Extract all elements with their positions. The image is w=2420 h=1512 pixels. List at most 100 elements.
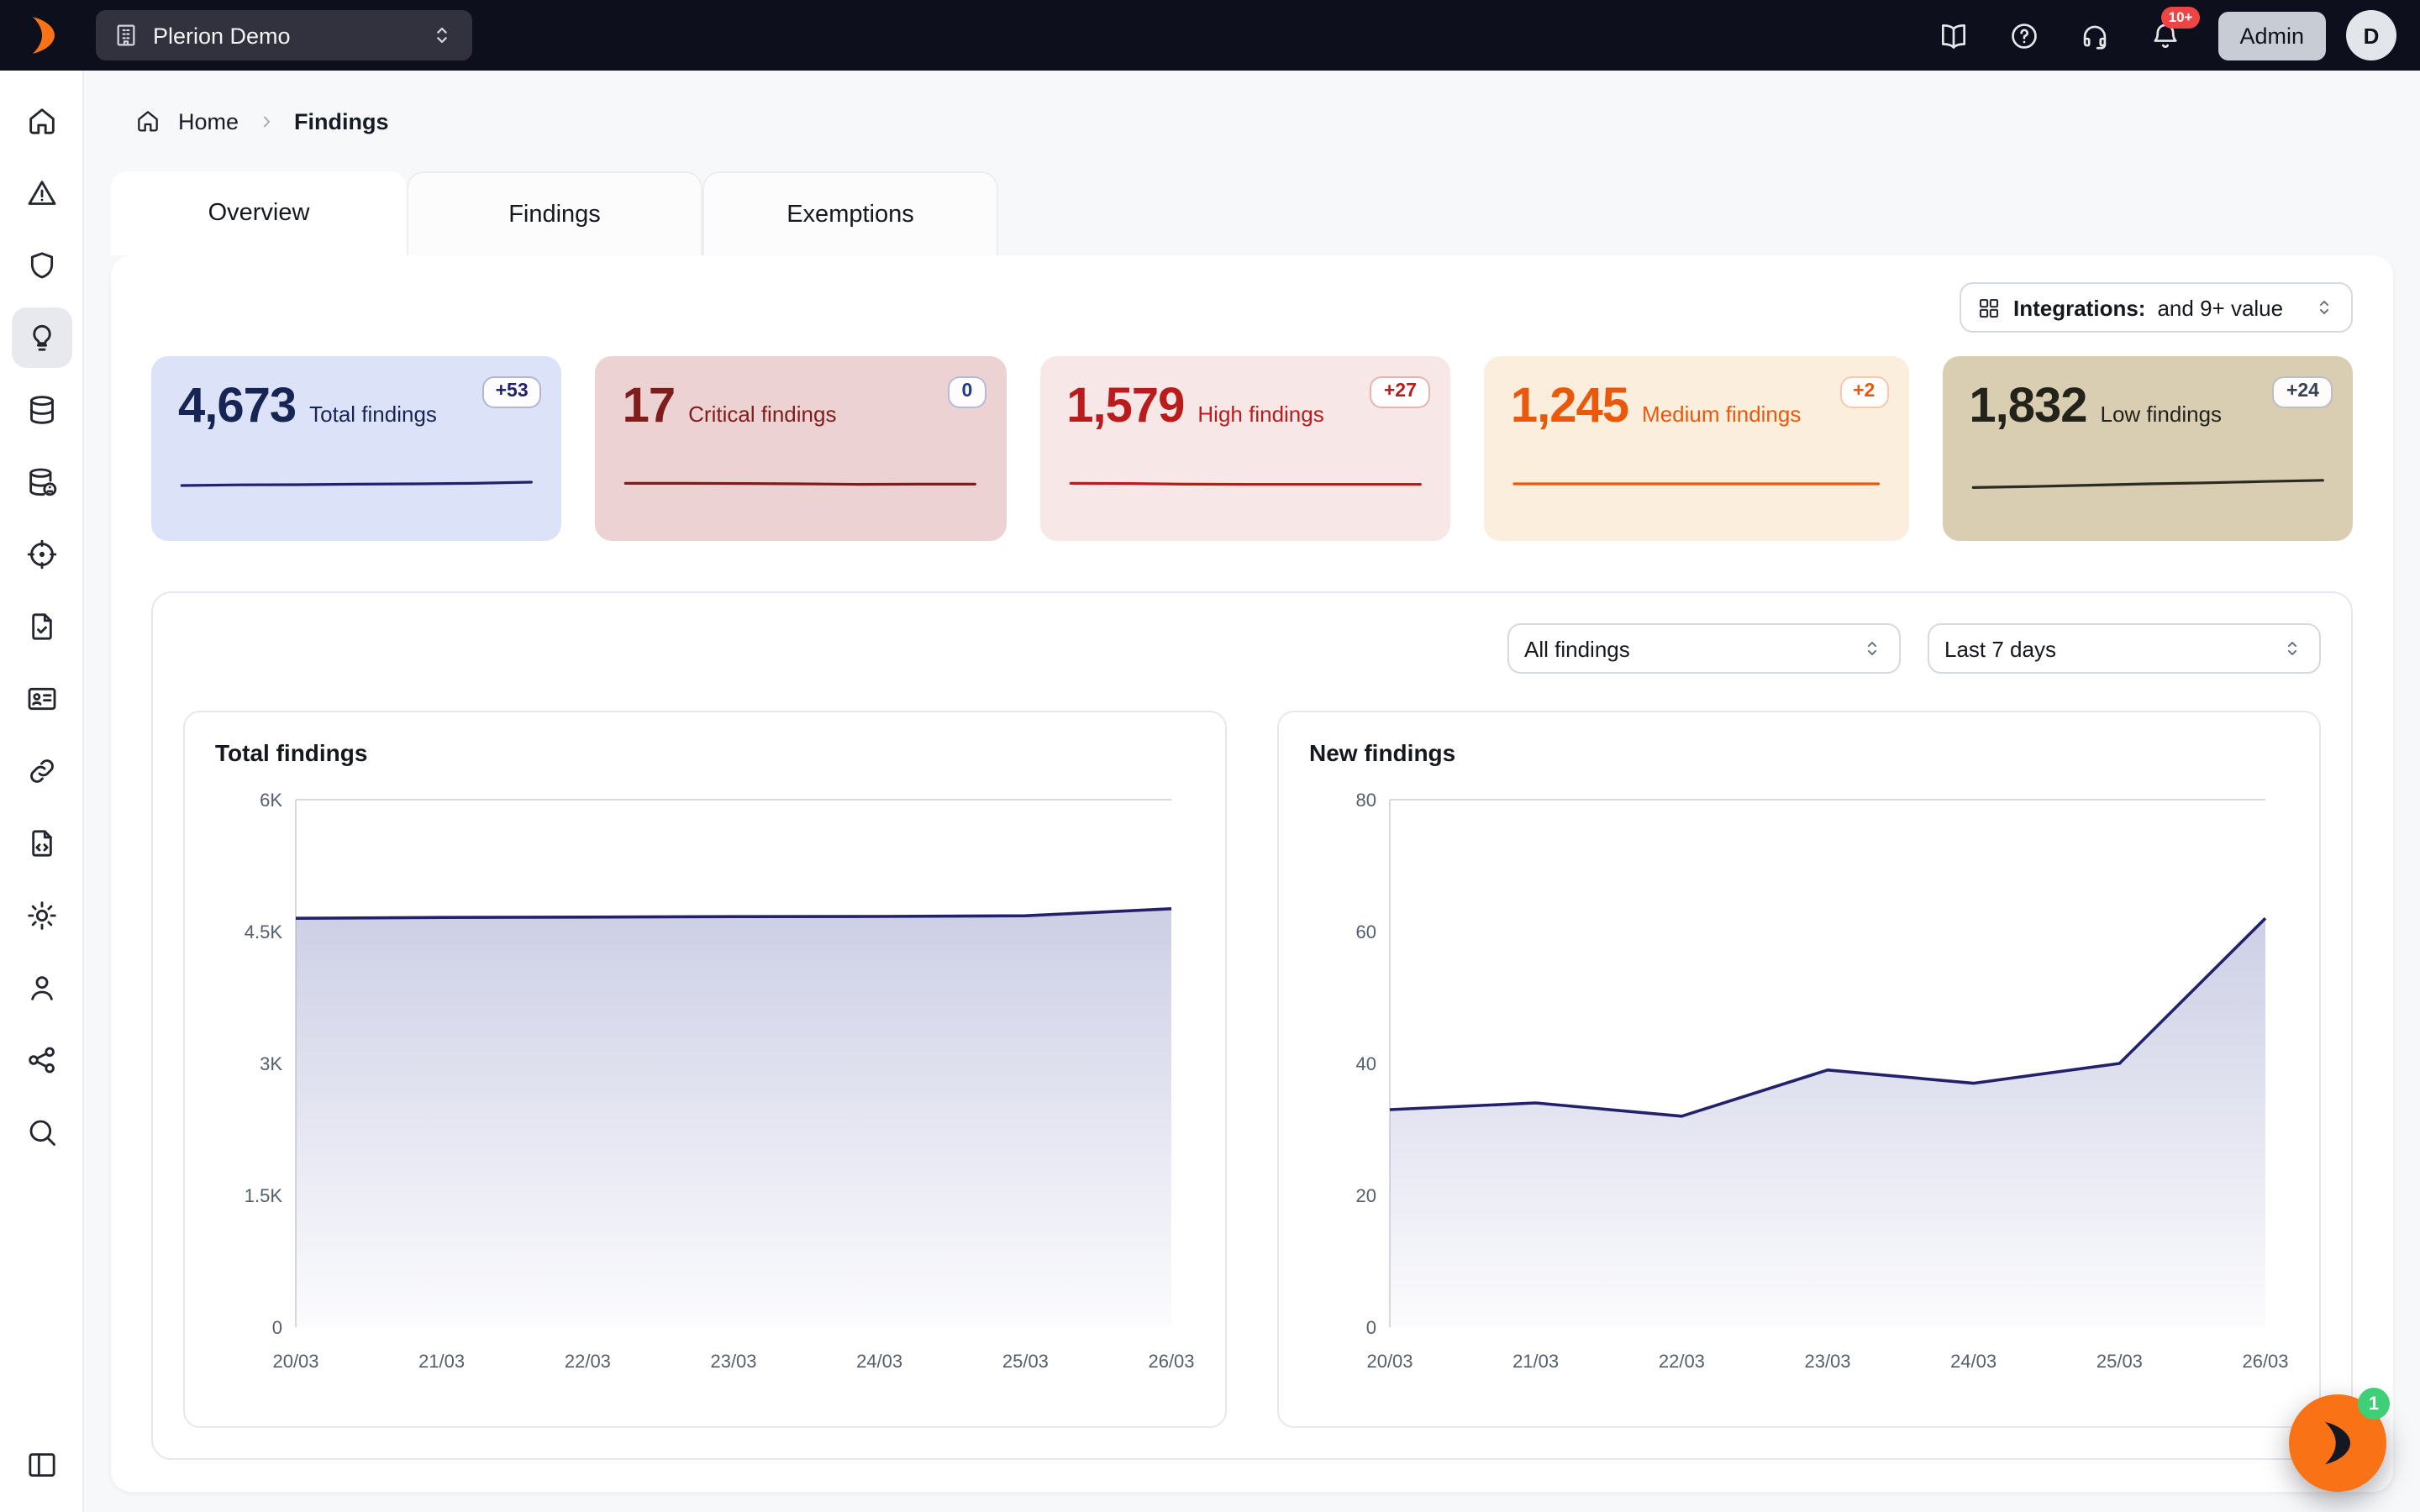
svg-text:40: 40 [1356, 1053, 1376, 1074]
stat-label: High findings [1197, 402, 1323, 427]
stat-card-3[interactable]: 1,245Medium findings+2 [1484, 356, 1908, 541]
svg-text:21/03: 21/03 [418, 1351, 465, 1372]
overview-panel: Integrations: and 9+ value 4,673Total fi… [111, 255, 2393, 1492]
stat-card-4[interactable]: 1,832Low findings+24 [1942, 356, 2353, 541]
svg-text:25/03: 25/03 [1002, 1351, 1049, 1372]
sidebar-item-file-check[interactable] [11, 596, 71, 657]
sidebar-item-gear[interactable] [11, 885, 71, 946]
integrations-filter[interactable]: Integrations: and 9+ value [1960, 282, 2353, 333]
sidebar-item-lightbulb[interactable] [11, 307, 71, 368]
charts-row: Total findings 01.5K3K4.5K6K20/0321/0322… [183, 711, 2321, 1428]
svg-text:1.5K: 1.5K [245, 1185, 283, 1206]
topbar-right: 10+ Admin D [1925, 7, 2396, 64]
plerion-logo-icon [21, 13, 65, 57]
admin-button[interactable]: Admin [2217, 11, 2326, 60]
stat-cards-row: 4,673Total findings+5317Critical finding… [151, 356, 2353, 541]
sidebar-item-share-nodes[interactable] [11, 1030, 71, 1090]
tab-overview[interactable]: Overview [111, 171, 407, 255]
sidebar-item-alert-triangle[interactable] [11, 163, 71, 223]
tab-exemptions[interactable]: Exemptions [702, 171, 998, 255]
database-badge-icon [24, 465, 58, 499]
new-findings-chart: 02040608020/0321/0322/0323/0324/0325/032… [1309, 776, 2289, 1384]
crosshair-icon [24, 538, 58, 571]
alert-triangle-icon [24, 176, 58, 210]
tab-findings[interactable]: Findings [407, 171, 702, 255]
charts-filters: All findings Last 7 days [183, 623, 2321, 674]
sidebar-item-shield[interactable] [11, 235, 71, 296]
chevrons-up-down-icon [2312, 296, 2336, 319]
panel-left-icon [25, 1448, 59, 1482]
findings-type-select[interactable]: All findings [1507, 623, 1901, 674]
svg-text:20/03: 20/03 [272, 1351, 318, 1372]
stat-card-1[interactable]: 17Critical findings0 [596, 356, 1007, 541]
sidebar-item-home[interactable] [11, 91, 71, 151]
breadcrumb: Home Findings [84, 71, 2420, 138]
svg-text:25/03: 25/03 [2096, 1351, 2143, 1372]
svg-text:23/03: 23/03 [710, 1351, 756, 1372]
svg-text:21/03: 21/03 [1512, 1351, 1559, 1372]
svg-text:26/03: 26/03 [1148, 1351, 1194, 1372]
new-findings-chart-card: New findings 02040608020/0321/0322/0323/… [1277, 711, 2321, 1428]
svg-text:20: 20 [1356, 1185, 1376, 1206]
org-name: Plerion Demo [153, 23, 415, 48]
sidebar-item-id-card[interactable] [11, 669, 71, 729]
stat-value: 1,579 [1066, 380, 1184, 435]
svg-text:0: 0 [1366, 1317, 1376, 1338]
date-range-select[interactable]: Last 7 days [1928, 623, 2321, 674]
svg-text:22/03: 22/03 [1659, 1351, 1705, 1372]
stat-badge: +27 [1370, 376, 1430, 407]
svg-text:20/03: 20/03 [1366, 1351, 1413, 1372]
topbar: Plerion Demo 10+ Admin D [0, 0, 2420, 71]
chevrons-up-down-icon [1860, 637, 1884, 660]
total-findings-chart-card: Total findings 01.5K3K4.5K6K20/0321/0322… [183, 711, 1227, 1428]
database-icon [24, 393, 58, 427]
stat-card-2[interactable]: 1,579 High findings +27 [1039, 356, 1450, 541]
sidebar-item-link[interactable] [11, 741, 71, 801]
link-icon [24, 754, 58, 788]
chat-widget-button[interactable]: 1 [2289, 1394, 2386, 1492]
plerion-logo[interactable] [20, 13, 66, 58]
findings-type-value: All findings [1524, 636, 1630, 661]
building-icon [113, 22, 139, 49]
stat-label: Medium findings [1642, 402, 1801, 427]
date-range-value: Last 7 days [1944, 636, 2056, 661]
chart-title: New findings [1309, 739, 2289, 766]
user-avatar[interactable]: D [2346, 10, 2396, 60]
chevron-right-icon [255, 110, 277, 132]
help-circle-icon [2008, 19, 2040, 51]
chart-title: Total findings [215, 739, 1195, 766]
notifications-button[interactable]: 10+ [2137, 7, 2194, 64]
sidebar-item-database-badge[interactable] [11, 452, 71, 512]
docs-button[interactable] [1925, 7, 1982, 64]
sidebar-item-database[interactable] [11, 380, 71, 440]
help-button[interactable] [1996, 7, 2053, 64]
svg-text:80: 80 [1356, 790, 1376, 811]
org-selector[interactable]: Plerion Demo [96, 10, 472, 60]
svg-text:0: 0 [272, 1317, 282, 1338]
file-check-icon [24, 610, 58, 643]
collapse-sidebar-button[interactable] [12, 1435, 72, 1495]
sparkline [1969, 467, 2326, 501]
integrations-filter-value: and 9+ value [2157, 295, 2301, 320]
tab-bar: Overview Findings Exemptions [111, 171, 2420, 255]
stat-value: 1,832 [1969, 380, 2086, 435]
stat-card-0[interactable]: 4,673Total findings+53 [151, 356, 562, 541]
stat-label: Low findings [2101, 402, 2223, 427]
sidebar-item-user[interactable] [11, 958, 71, 1018]
charts-section: All findings Last 7 days Total findings … [151, 591, 2353, 1460]
breadcrumb-home-link[interactable]: Home [178, 108, 239, 134]
shield-icon [24, 249, 58, 282]
support-button[interactable] [2066, 7, 2123, 64]
sidebar-item-crosshair[interactable] [11, 524, 71, 585]
stat-value: 1,245 [1511, 380, 1628, 435]
sidebar-item-file-code[interactable] [11, 813, 71, 874]
chevrons-up-down-icon [2281, 637, 2304, 660]
file-code-icon [24, 827, 58, 860]
home-icon [24, 104, 58, 138]
home-icon[interactable] [134, 108, 161, 134]
svg-text:23/03: 23/03 [1804, 1351, 1850, 1372]
app-root: Plerion Demo 10+ Admin D Home Finding [0, 0, 2420, 1512]
stat-label: Critical findings [688, 402, 836, 427]
svg-text:4.5K: 4.5K [245, 921, 283, 942]
sidebar-item-search[interactable] [11, 1102, 71, 1163]
